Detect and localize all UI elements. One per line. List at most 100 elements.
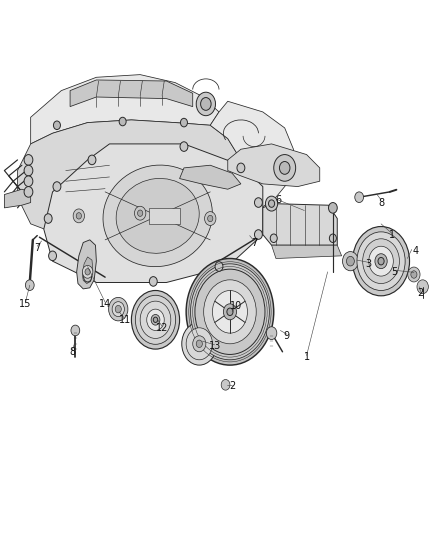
Text: 7: 7 [251, 238, 257, 247]
Circle shape [119, 117, 126, 126]
Circle shape [201, 98, 211, 110]
Circle shape [279, 161, 290, 174]
Circle shape [191, 264, 269, 360]
Circle shape [212, 290, 247, 333]
Circle shape [84, 272, 92, 282]
Circle shape [237, 163, 245, 173]
Polygon shape [31, 75, 219, 144]
Text: 2: 2 [229, 382, 235, 391]
Circle shape [109, 297, 128, 321]
Text: 8: 8 [378, 198, 384, 207]
Polygon shape [82, 257, 93, 284]
Circle shape [266, 327, 277, 340]
Circle shape [115, 305, 121, 313]
Circle shape [182, 322, 217, 365]
Text: 5: 5 [391, 267, 397, 277]
Circle shape [151, 314, 160, 325]
Text: 15: 15 [19, 299, 32, 309]
Circle shape [254, 230, 262, 239]
Circle shape [82, 265, 93, 278]
Circle shape [227, 308, 233, 316]
Circle shape [208, 215, 213, 222]
Polygon shape [228, 144, 320, 187]
Text: 3: 3 [365, 259, 371, 269]
Circle shape [24, 165, 33, 176]
Circle shape [53, 121, 60, 130]
Circle shape [73, 209, 85, 223]
Circle shape [353, 227, 410, 296]
Circle shape [24, 155, 33, 165]
Text: 6: 6 [275, 195, 281, 205]
Ellipse shape [103, 165, 212, 266]
Circle shape [149, 277, 157, 286]
Polygon shape [180, 165, 241, 189]
Circle shape [180, 118, 187, 127]
Circle shape [24, 187, 33, 197]
Circle shape [134, 206, 146, 220]
Circle shape [221, 379, 230, 390]
Polygon shape [272, 245, 342, 259]
Circle shape [49, 251, 57, 261]
Ellipse shape [116, 179, 199, 253]
Circle shape [363, 239, 399, 284]
Circle shape [147, 309, 164, 330]
Polygon shape [77, 240, 96, 289]
Circle shape [186, 328, 212, 360]
Circle shape [131, 290, 180, 349]
Circle shape [135, 295, 176, 344]
Circle shape [153, 317, 158, 322]
Circle shape [53, 182, 61, 191]
Circle shape [85, 269, 90, 275]
Circle shape [411, 271, 417, 278]
Circle shape [329, 234, 336, 243]
Text: 9: 9 [284, 331, 290, 341]
Circle shape [195, 269, 265, 354]
Polygon shape [18, 120, 250, 248]
Text: 10: 10 [230, 302, 243, 311]
Circle shape [357, 232, 405, 290]
Polygon shape [4, 189, 31, 208]
Circle shape [215, 262, 223, 271]
Circle shape [76, 213, 81, 219]
Circle shape [408, 267, 420, 282]
Circle shape [193, 336, 206, 352]
Circle shape [180, 142, 188, 151]
Circle shape [270, 234, 277, 243]
Text: 12: 12 [156, 323, 168, 333]
Circle shape [417, 280, 428, 294]
Circle shape [88, 155, 96, 165]
Circle shape [44, 214, 52, 223]
Polygon shape [44, 144, 263, 282]
Circle shape [25, 280, 34, 290]
Circle shape [196, 340, 202, 348]
Circle shape [254, 198, 262, 207]
Circle shape [223, 304, 237, 320]
Circle shape [186, 259, 274, 365]
Text: 2: 2 [417, 288, 424, 298]
Circle shape [343, 252, 358, 271]
Circle shape [138, 210, 143, 216]
Text: 1: 1 [389, 230, 395, 239]
Circle shape [140, 301, 171, 338]
Polygon shape [70, 80, 193, 107]
Text: 13: 13 [208, 342, 221, 351]
Text: 11: 11 [119, 315, 131, 325]
Text: 8: 8 [69, 347, 75, 357]
Polygon shape [210, 101, 293, 219]
Circle shape [378, 257, 384, 265]
Text: 14: 14 [99, 299, 111, 309]
Text: 4: 4 [413, 246, 419, 255]
Text: 7: 7 [34, 243, 40, 253]
Circle shape [274, 155, 296, 181]
Circle shape [24, 176, 33, 187]
Circle shape [369, 246, 393, 276]
Circle shape [265, 196, 278, 211]
Circle shape [112, 302, 124, 317]
Circle shape [328, 203, 337, 213]
Circle shape [71, 325, 80, 336]
Circle shape [268, 200, 275, 207]
Circle shape [346, 256, 354, 266]
Circle shape [205, 212, 216, 225]
Circle shape [196, 92, 215, 116]
Circle shape [204, 280, 256, 344]
